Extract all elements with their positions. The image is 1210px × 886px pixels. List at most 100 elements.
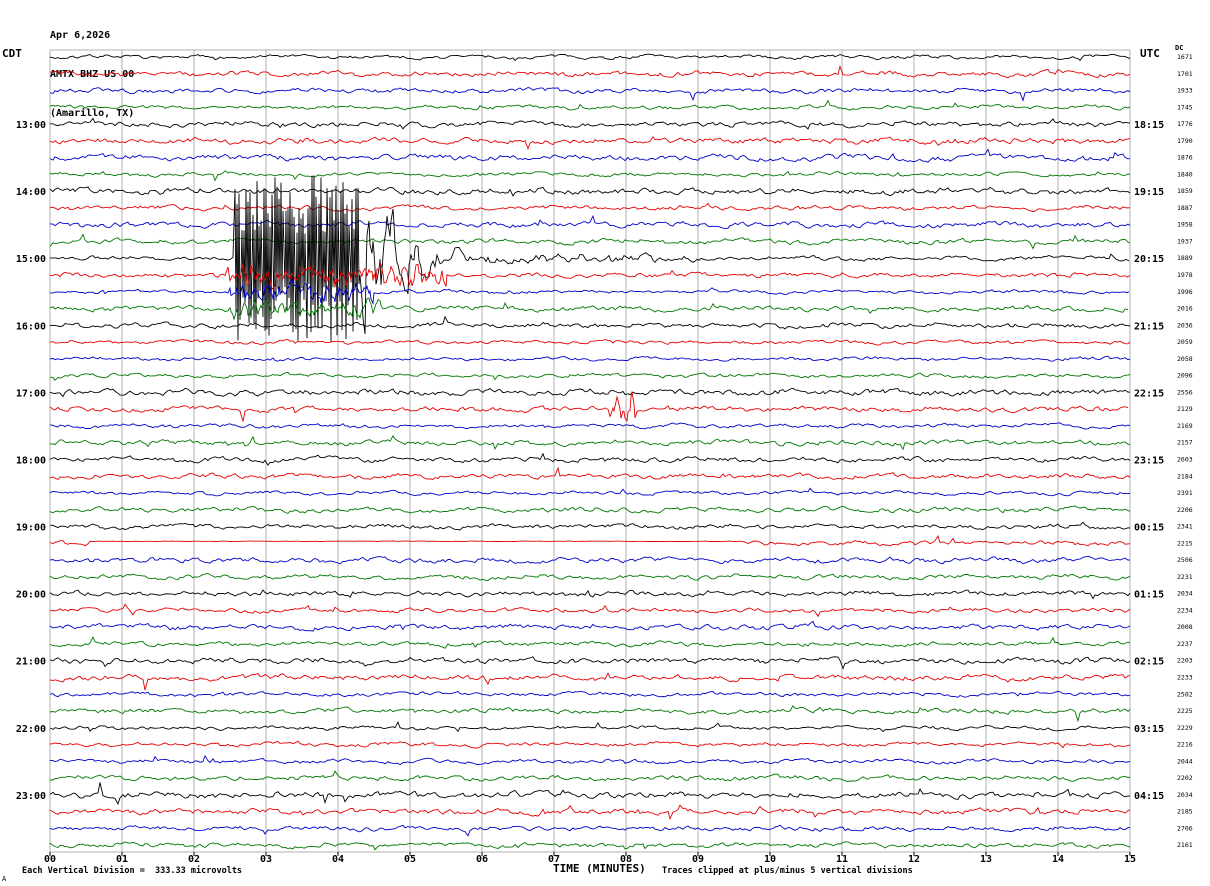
trace-row-16 [49, 315, 1131, 330]
trace-row-10 [49, 214, 1131, 230]
right-trace-value: 2034 [1177, 791, 1193, 799]
right-trace-value: 2169 [1177, 422, 1193, 430]
trace-row-29 [49, 535, 1131, 547]
right-time-label: 02:15 [1134, 657, 1164, 668]
trace-row-26 [49, 487, 1131, 497]
right-trace-value: 2225 [1177, 707, 1193, 715]
left-timezone-label: CDT [2, 47, 22, 60]
left-time-label: 19:00 [16, 523, 46, 534]
right-trace-value: 2008 [1177, 623, 1193, 631]
left-time-label: 21:00 [16, 657, 46, 668]
trace-row-36 [49, 656, 1131, 670]
trace-row-0 [49, 53, 1131, 62]
footer-scale-note: Each Vertical Division = 333.33 microvol… [22, 866, 243, 876]
x-tick-label: 12 [908, 854, 920, 865]
right-trace-value: 1937 [1177, 237, 1193, 245]
trace-row-18 [49, 355, 1131, 362]
trace-row-9 [49, 202, 1131, 213]
right-trace-value: 1671 [1177, 53, 1193, 61]
right-trace-value: 2231 [1177, 573, 1193, 581]
left-time-label: 18:00 [16, 455, 46, 466]
right-trace-value: 2502 [1177, 690, 1193, 698]
x-tick-label: 10 [764, 854, 776, 865]
x-tick-label: 14 [1052, 854, 1064, 865]
right-trace-value: 1701 [1177, 70, 1193, 78]
trace-row-31 [49, 572, 1131, 581]
x-axis-label: TIME (MINUTES) [553, 862, 646, 875]
right-trace-value: 1978 [1177, 271, 1193, 279]
right-trace-value: 2202 [1177, 774, 1193, 782]
trace-row-44 [49, 782, 1131, 806]
right-trace-value: 1745 [1177, 103, 1193, 111]
right-trace-value: 2556 [1177, 388, 1193, 396]
trace-row-17 [49, 339, 1131, 346]
right-trace-value: 2391 [1177, 489, 1193, 497]
right-trace-value: 1958 [1177, 221, 1193, 229]
right-trace-value: 2229 [1177, 724, 1193, 732]
location-label: (Amarillo, TX) [50, 108, 135, 119]
right-trace-value: 2206 [1177, 506, 1193, 514]
trace-row-27 [49, 505, 1131, 514]
left-time-label: 14:00 [16, 187, 46, 198]
right-trace-value: 2059 [1177, 338, 1193, 346]
right-trace-value: 1859 [1177, 187, 1193, 195]
x-tick-label: 13 [980, 854, 992, 865]
right-trace-value: 2044 [1177, 757, 1193, 765]
right-trace-value: 2058 [1177, 355, 1193, 363]
right-trace-value: 2341 [1177, 523, 1193, 531]
right-time-label: 19:15 [1134, 187, 1164, 198]
left-time-label: 15:00 [16, 254, 46, 265]
trace-row-35 [49, 636, 1131, 649]
x-tick-label: 11 [836, 854, 848, 865]
right-trace-value: 2216 [1177, 741, 1193, 749]
left-time-label: 20:00 [16, 590, 46, 601]
right-trace-value: 2603 [1177, 455, 1193, 463]
right-trace-value: 2506 [1177, 556, 1193, 564]
right-trace-value: 1790 [1177, 137, 1193, 145]
left-time-label: 17:00 [16, 388, 46, 399]
left-time-label: 16:00 [16, 321, 46, 332]
x-tick-label: 00 [44, 854, 56, 865]
left-time-label: 22:00 [16, 724, 46, 735]
x-tick-label: 05 [404, 854, 416, 865]
right-time-label: 20:15 [1134, 254, 1164, 265]
trace-row-2 [49, 87, 1131, 102]
trace-row-7 [49, 170, 1131, 182]
trace-row-15 [49, 297, 1129, 320]
trace-row-30 [49, 555, 1131, 565]
trace-row-25 [49, 466, 1131, 481]
x-tick-label: 02 [188, 854, 200, 865]
trace-row-13 [49, 261, 1131, 290]
date-label: Apr 6,2026 [50, 30, 111, 41]
trace-row-43 [50, 770, 1131, 783]
x-tick-label: 07 [548, 854, 560, 865]
trace-row-41 [49, 740, 1131, 749]
right-trace-value: 1876 [1177, 154, 1193, 162]
trace-row-14 [49, 278, 1130, 305]
right-trace-value: 2185 [1177, 808, 1193, 816]
right-column-header: DC [1175, 44, 1184, 52]
trace-row-5 [49, 135, 1131, 150]
right-time-label: 03:15 [1134, 724, 1164, 735]
right-trace-value: 2161 [1177, 841, 1193, 849]
right-time-label: 22:15 [1134, 388, 1164, 399]
trace-row-20 [49, 387, 1131, 398]
trace-row-1 [49, 64, 1131, 79]
trace-row-45 [49, 804, 1131, 821]
trace-row-23 [50, 435, 1131, 451]
right-trace-value: 2016 [1177, 305, 1193, 313]
right-trace-value: 1776 [1177, 120, 1193, 128]
trace-row-11 [49, 233, 1131, 250]
x-tick-label: 03 [260, 854, 272, 865]
trace-row-8 [49, 186, 1131, 197]
trace-row-40 [49, 720, 1131, 733]
right-trace-value: 1887 [1177, 204, 1193, 212]
right-trace-value: 2234 [1177, 606, 1193, 614]
right-trace-value: 2237 [1177, 640, 1193, 648]
right-time-label: 04:15 [1134, 791, 1164, 802]
right-time-label: 23:15 [1134, 455, 1164, 466]
trace-row-39 [49, 705, 1131, 723]
trace-row-34 [49, 620, 1131, 632]
right-time-label: 01:15 [1134, 590, 1164, 601]
